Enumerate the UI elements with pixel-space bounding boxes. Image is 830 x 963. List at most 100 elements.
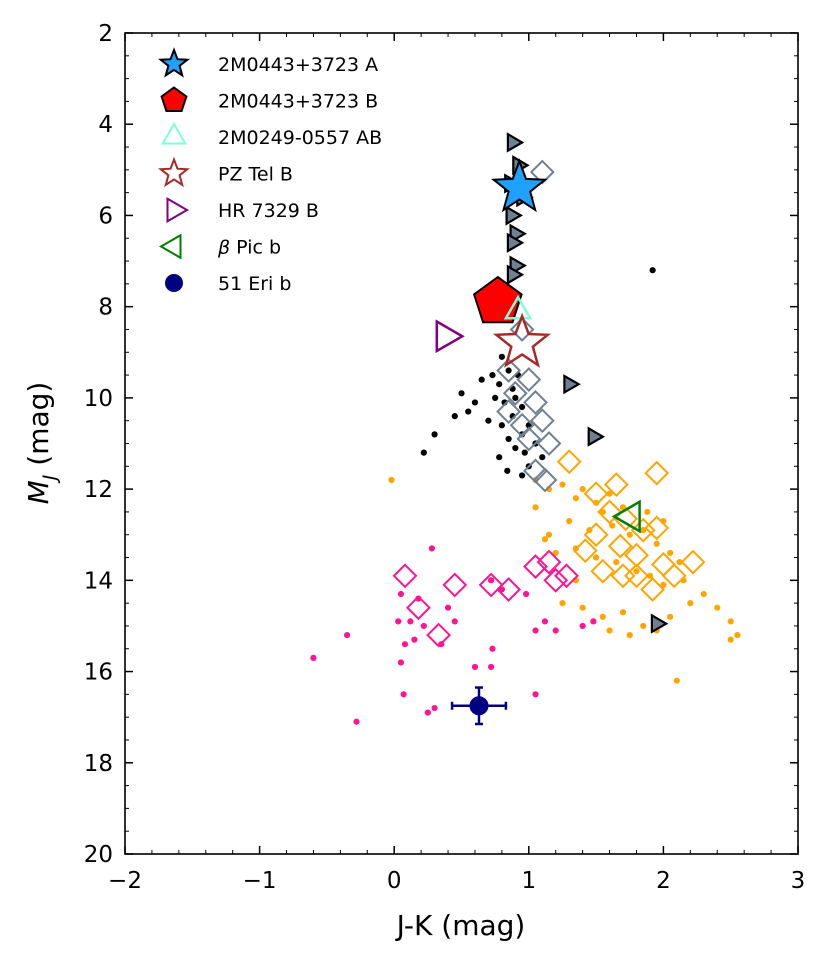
series-young-companions-gray-triangles: [504, 132, 669, 634]
data-point: [498, 353, 505, 360]
data-point: [505, 435, 512, 443]
data-point: [509, 317, 535, 342]
data-point: [529, 408, 555, 434]
y-axis-label-unit: (mag): [22, 382, 55, 475]
data-point: [518, 472, 526, 479]
data-point: [640, 577, 666, 602]
data-point: [644, 508, 651, 516]
y-tick-label: 12: [84, 477, 113, 503]
data-point: [653, 540, 660, 547]
data-point: [488, 663, 495, 671]
data-point: [597, 499, 623, 525]
data-point: [397, 659, 405, 666]
data-point: [424, 709, 431, 716]
data-point: [541, 536, 549, 543]
data-point: [478, 572, 504, 598]
legend-item: HR 7329 B: [166, 196, 319, 224]
data-point: [496, 358, 522, 383]
marker-2m0249-0557-ab: [503, 294, 533, 320]
data-point: [509, 412, 535, 438]
data-point: [650, 613, 669, 634]
legend-label-prefix: β: [217, 237, 230, 259]
x-tick-label: 2: [656, 868, 671, 894]
data-point: [590, 618, 597, 625]
data-point: [606, 627, 613, 634]
legend-marker-2m0249-0557-ab: [160, 122, 188, 145]
legend-label-rest: Pic b: [230, 237, 281, 259]
y-tick-label: 20: [84, 842, 113, 868]
y-axis-label-sub: J: [39, 474, 61, 484]
data-point: [400, 691, 407, 698]
data-point: [442, 572, 468, 598]
data-point: [532, 627, 539, 634]
x-tick-label: −2: [108, 868, 142, 894]
data-point: [579, 604, 586, 611]
data-point: [587, 426, 606, 447]
data-point: [603, 472, 629, 498]
data-point: [504, 467, 511, 474]
data-point: [734, 631, 741, 639]
x-tick-label: −1: [243, 868, 277, 894]
data-point: [554, 563, 579, 589]
data-point: [505, 205, 523, 226]
data-point: [431, 704, 438, 712]
data-point: [552, 627, 559, 634]
legend-item: β Pic b: [159, 233, 281, 260]
data-point: [667, 613, 674, 620]
data-point: [633, 568, 640, 575]
data-point: [496, 399, 522, 425]
marker-2m0443-3723-b: [472, 275, 523, 324]
data-point: [478, 376, 485, 383]
data-point: [489, 645, 496, 652]
data-point: [566, 517, 573, 525]
data-point: [593, 554, 600, 561]
data-point: [516, 367, 542, 393]
data-point: [572, 495, 580, 502]
data-point: [411, 636, 418, 643]
data-point: [407, 618, 414, 625]
data-point: [532, 504, 539, 511]
data-point: [518, 403, 526, 411]
legend-label: 2M0443+3723 B: [218, 91, 378, 113]
data-point: [626, 631, 633, 639]
y-tick-label: 2: [98, 21, 113, 47]
legend-label: 2M0249-0557 AB: [218, 127, 382, 149]
data-point: [397, 590, 405, 598]
data-point: [388, 476, 395, 484]
data-point: [667, 549, 674, 557]
x-axis-label: J-K (mag): [395, 909, 526, 942]
x-tick-label: 0: [387, 868, 402, 894]
x-tick-label: 3: [791, 868, 806, 894]
data-point: [506, 132, 525, 153]
data-point: [523, 554, 548, 580]
legend-label: 51 Eri b: [218, 273, 291, 295]
y-tick-label: 18: [84, 751, 113, 777]
y-tick-label: 4: [98, 112, 113, 138]
data-point: [521, 449, 528, 456]
y-tick-label: 8: [98, 295, 113, 321]
legend-marker-pic-b: [159, 233, 182, 260]
legend-marker-51-eri-b: [165, 274, 183, 292]
data-point: [613, 558, 620, 566]
data-point: [545, 531, 553, 538]
data-point: [420, 622, 427, 630]
data-point: [498, 422, 505, 429]
series-young-t-y-dwarfs-magenta-diamonds: [392, 549, 579, 648]
data-point: [700, 590, 707, 598]
data-point: [471, 663, 479, 671]
data-point: [512, 394, 519, 401]
data-point: [353, 718, 360, 725]
data-point: [512, 444, 519, 452]
data-point: [516, 426, 542, 452]
data-point: [536, 431, 562, 456]
data-point: [572, 538, 598, 564]
legend-marker-hr-7329-b: [166, 196, 189, 224]
data-point: [556, 449, 582, 475]
data-point: [458, 390, 465, 397]
data-point: [583, 481, 609, 507]
data-point: [624, 542, 649, 568]
y-tick-label: 16: [84, 660, 113, 686]
data-point: [451, 413, 458, 420]
data-point: [541, 618, 549, 625]
